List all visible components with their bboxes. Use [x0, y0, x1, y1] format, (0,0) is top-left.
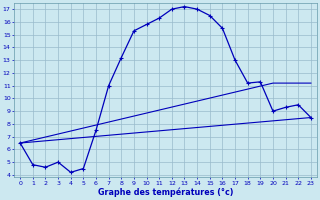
X-axis label: Graphe des températures (°c): Graphe des températures (°c)	[98, 188, 233, 197]
